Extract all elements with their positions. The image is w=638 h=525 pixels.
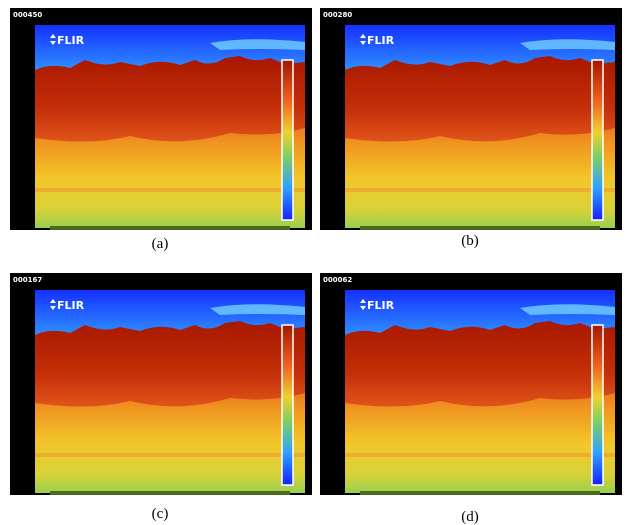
frame-number: 000450 xyxy=(13,11,42,19)
logo-text: FLIR xyxy=(367,299,395,312)
caption: (c) xyxy=(152,506,169,522)
logo-text: FLIR xyxy=(57,34,85,47)
bottom-strip xyxy=(50,491,290,495)
tree-line xyxy=(345,56,615,142)
color-scale xyxy=(591,324,604,486)
frame-number: 000062 xyxy=(323,276,352,284)
caption: (a) xyxy=(152,236,169,252)
tree-line xyxy=(345,321,615,407)
tree-line xyxy=(35,56,305,142)
color-scale xyxy=(281,324,294,486)
thermal-image: 000167 FLIR xyxy=(10,273,312,495)
cloud xyxy=(520,304,615,315)
logo-icon xyxy=(360,34,366,45)
road-band xyxy=(345,188,615,192)
bottom-strip xyxy=(360,491,600,495)
color-scale xyxy=(281,59,294,221)
frame-number: 000280 xyxy=(323,11,352,19)
bottom-strip xyxy=(360,226,600,230)
road-band xyxy=(345,453,615,457)
thermal-image: 000280 FLIR xyxy=(320,8,622,230)
thermal-image: 000062 FLIR xyxy=(320,273,622,495)
logo-icon xyxy=(50,34,56,45)
road-band xyxy=(35,453,305,457)
caption: (b) xyxy=(461,233,479,249)
logo-icon xyxy=(50,299,56,310)
color-scale xyxy=(591,59,604,221)
road-band xyxy=(35,188,305,192)
logo-icon xyxy=(360,299,366,310)
cloud xyxy=(210,39,305,50)
caption: (d) xyxy=(461,509,479,525)
tree-line xyxy=(35,321,305,407)
cloud xyxy=(210,304,305,315)
bottom-strip xyxy=(50,226,290,230)
cloud xyxy=(520,39,615,50)
logo-text: FLIR xyxy=(367,34,395,47)
frame-number: 000167 xyxy=(13,276,42,284)
thermal-image: 000450 FLIR xyxy=(10,8,312,230)
logo-text: FLIR xyxy=(57,299,85,312)
